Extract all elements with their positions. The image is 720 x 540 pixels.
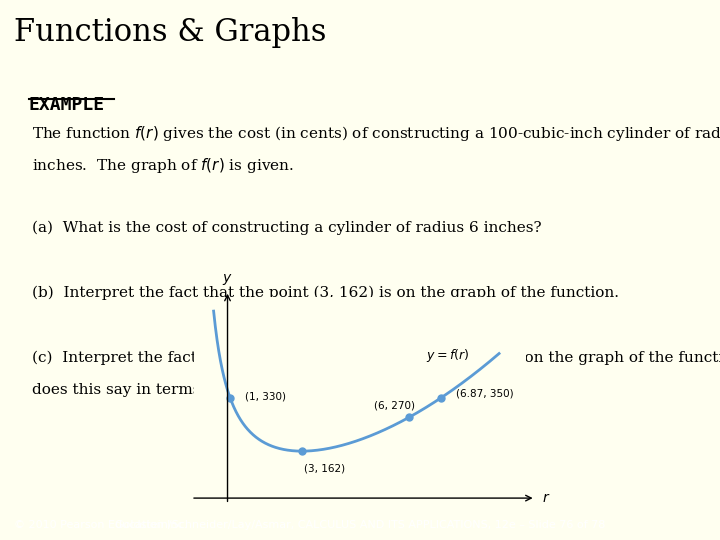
Text: $y = f(r)$: $y = f(r)$ [426, 347, 469, 363]
Text: (c)  Interpret the fact that the point (3, 162) is the lowest point on the graph: (c) Interpret the fact that the point (3… [32, 350, 720, 365]
Text: (a)  What is the cost of constructing a cylinder of radius 6 inches?: (a) What is the cost of constructing a c… [32, 221, 542, 235]
Text: $y$: $y$ [222, 272, 233, 287]
Text: © 2010 Pearson Education Inc.: © 2010 Pearson Education Inc. [14, 520, 188, 530]
Text: Goldstein/Schneider/Lay/Asmar, CALCULUS AND ITS APPLICATIONS, 12e – Slide 76 of : Goldstein/Schneider/Lay/Asmar, CALCULUS … [114, 520, 606, 530]
Text: EXAMPLE: EXAMPLE [29, 96, 105, 113]
Text: (b)  Interpret the fact that the point (3, 162) is on the graph of the function.: (b) Interpret the fact that the point (3… [32, 286, 619, 300]
Text: does this say in terms of cost versus radius?: does this say in terms of cost versus ra… [32, 383, 374, 397]
Text: (3, 162): (3, 162) [304, 463, 345, 473]
Text: inches.  The graph of $f(r)$ is given.: inches. The graph of $f(r)$ is given. [32, 156, 294, 175]
Text: $r$: $r$ [542, 491, 551, 505]
Text: Functions & Graphs: Functions & Graphs [14, 17, 327, 48]
Text: (1, 330): (1, 330) [246, 391, 287, 401]
Text: (6.87, 350): (6.87, 350) [456, 389, 514, 399]
Text: (6, 270): (6, 270) [374, 401, 415, 411]
Text: The function $f(r)$ gives the cost (in cents) of constructing a 100-cubic-inch c: The function $f(r)$ gives the cost (in c… [32, 124, 720, 143]
